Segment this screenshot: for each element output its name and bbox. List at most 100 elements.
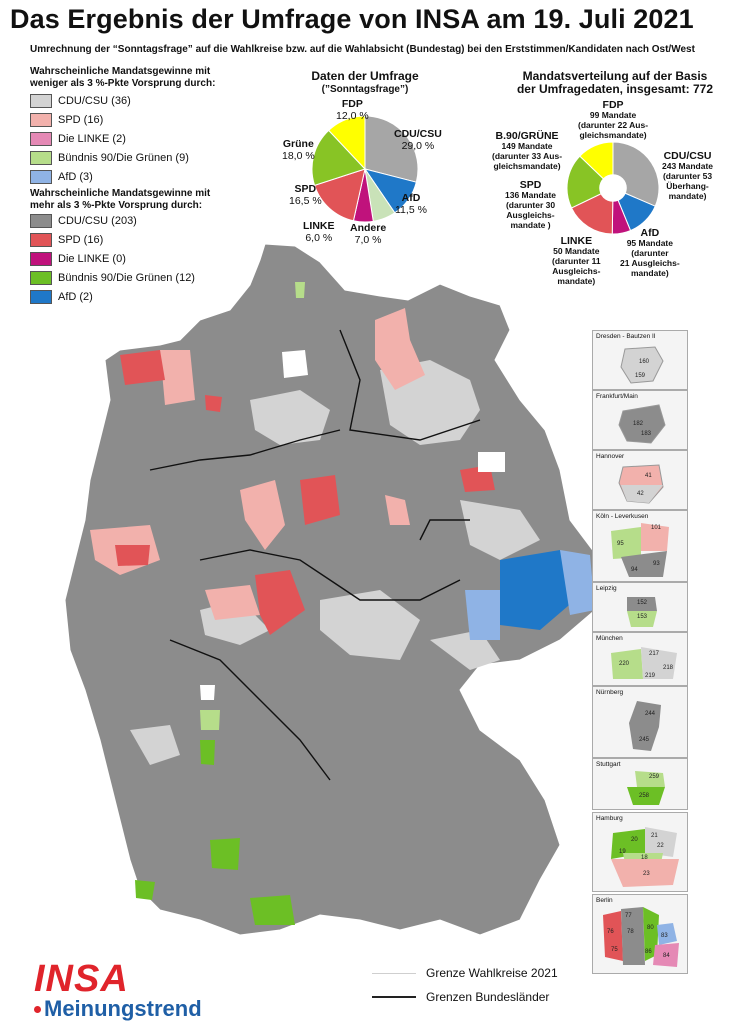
insa-logo-top: INSA — [34, 958, 129, 1000]
seats-slice-spd — [570, 187, 614, 235]
inset-map — [611, 827, 679, 887]
legend-item-strong-linke: Die LINKE (0) — [30, 251, 126, 267]
poll-label-cdu-value: 29,0 % — [401, 140, 435, 152]
legend-wahlkreise-label: Grenze Wahlkreise 2021 — [426, 966, 558, 980]
inset-shape — [611, 859, 679, 887]
poll-label-spd: SPD 16,5 % — [289, 183, 322, 207]
legend-bundeslaender: Grenzen Bundesländer — [372, 990, 549, 1004]
region-cdu-weak — [320, 590, 420, 660]
poll-slice-gr-ne — [311, 129, 366, 187]
state-border — [339, 329, 481, 441]
inset-number: 219 — [645, 673, 656, 679]
legend-label: Die LINKE (2) — [58, 133, 126, 145]
legend-label: SPD (16) — [58, 114, 104, 126]
region-afd-strong — [500, 550, 575, 630]
inset-number: 80 — [647, 925, 654, 931]
inset-map — [611, 647, 677, 679]
legend-label: AfD (3) — [58, 171, 93, 183]
region-spd-strong — [120, 350, 165, 385]
legend-swatch — [30, 252, 52, 266]
seats-donut-chart — [566, 141, 660, 235]
region-city — [478, 452, 505, 472]
seats-slice-fdp — [579, 141, 614, 190]
poll-label-spd-name: SPD — [294, 183, 317, 195]
inset-shape — [621, 907, 645, 965]
poll-label-afd-value: 11,5 % — [395, 204, 427, 216]
inset-map — [618, 464, 664, 504]
legend-label: Bündnis 90/Die Grünen (12) — [58, 272, 195, 284]
state-border — [419, 519, 470, 541]
inset-label: Hannover — [596, 453, 625, 460]
inset-shape — [627, 787, 665, 805]
inset-nuernberg: Nürnberg 244 245 — [592, 686, 688, 758]
seats-label-spd-line: Ausgleichs- — [506, 210, 555, 220]
inset-hamburg: Hamburg 20 21 22 19 18 23 — [592, 812, 688, 892]
inset-number: 244 — [645, 711, 656, 717]
seats-label-spd-line: mandate ) — [510, 220, 551, 230]
seats-label-linke-line: (darunter 11 — [552, 256, 601, 266]
inset-label: Dresden - Bautzen II — [596, 333, 656, 340]
state-border — [199, 549, 461, 601]
seats-label-afd-line: mandate) — [630, 268, 669, 278]
seats-label-fdp-line: (darunter 22 Aus- — [578, 120, 649, 130]
legend-wahlkreise: Grenze Wahlkreise 2021 — [372, 966, 558, 980]
legend-label: Die LINKE (0) — [58, 253, 126, 265]
poll-label-gruene: Grüne 18,0 % — [282, 138, 315, 162]
poll-pie-chart — [311, 115, 419, 223]
inset-map — [620, 346, 664, 384]
inset-leipzig: Leipzig 152 153 — [592, 582, 688, 632]
seats-label-afd: AfD 95 Mandate (darunter 21 Ausgleichs- … — [620, 228, 680, 278]
inset-number: 101 — [651, 525, 662, 531]
inset-frankfurt: Frankfurt/Main 182 183 — [592, 390, 688, 450]
inset-number: 22 — [657, 843, 664, 849]
legend-weak-heading-line2: weniger als 3 %-Pkte Vorsprung durch: — [30, 78, 216, 89]
inset-shape — [611, 527, 641, 559]
seats-label-afd-line: 95 Mandate — [626, 238, 673, 248]
legend-swatch — [30, 233, 52, 247]
seats-label-linke-line: Ausgleichs- — [552, 266, 601, 276]
legend-strong-heading-line2: mehr als 3 %-Pkte Vorsprung durch: — [30, 200, 203, 211]
legend-strong-heading-line1: Wahrscheinliche Mandatsgewinne mit — [30, 188, 211, 199]
poll-label-fdp-value: 12,0 % — [336, 110, 369, 122]
inset-shape — [627, 597, 657, 611]
line-sample-thick — [372, 996, 416, 998]
seats-slice-b-90-gr-ne — [566, 155, 614, 209]
poll-label-gruene-value: 18,0 % — [282, 150, 315, 162]
region-cdu-weak — [250, 390, 330, 445]
legend-label: SPD (16) — [58, 234, 104, 246]
seats-chart-title-line2: der Umfragedaten, insgesamt: 772 — [516, 82, 714, 96]
region-afd-weak — [560, 550, 595, 615]
seats-label-cdu-line: mandate) — [668, 191, 707, 201]
poll-label-fdp-name: FDP — [341, 98, 363, 110]
inset-shape — [653, 943, 679, 967]
poll-label-linke-value: 6,0 % — [305, 232, 333, 244]
inset-map — [611, 523, 669, 577]
legend-swatch — [30, 151, 52, 165]
inset-shape — [641, 523, 669, 551]
seats-label-fdp-line: 99 Mandate — [589, 110, 637, 120]
poll-label-linke-name: LINKE — [303, 220, 335, 232]
legend-label: AfD (2) — [58, 291, 93, 303]
poll-chart-title: Daten der Umfrage (”Sonntagsfrage”) — [300, 70, 430, 96]
inset-number: 160 — [639, 359, 650, 365]
legend-bundeslaender-label: Grenzen Bundesländer — [426, 990, 550, 1004]
inset-shape — [621, 485, 663, 503]
inset-label: München — [596, 635, 623, 642]
legend-item-strong-afd: AfD (2) — [30, 289, 93, 305]
poll-label-cdu-name: CDU/CSU — [394, 128, 442, 140]
seats-label-linke-line: LINKE — [560, 235, 593, 247]
inset-number: 183 — [641, 431, 652, 437]
inset-dresden: Dresden - Bautzen II 160 159 — [592, 330, 688, 390]
poll-slice-cdu-csu — [364, 115, 419, 183]
inset-stuttgart: Stuttgart 259 258 — [592, 758, 688, 810]
legend-item-weak-spd: SPD (16) — [30, 112, 103, 128]
inset-number: 259 — [649, 774, 660, 780]
region-spd-strong — [205, 395, 222, 412]
region-spd-weak — [205, 585, 260, 620]
poll-chart-title-line1: Daten der Umfrage — [311, 69, 419, 83]
inset-map — [629, 701, 661, 751]
inset-shape — [635, 771, 665, 787]
inset-number: 83 — [661, 933, 668, 939]
inset-label: Leipzig — [596, 585, 617, 592]
